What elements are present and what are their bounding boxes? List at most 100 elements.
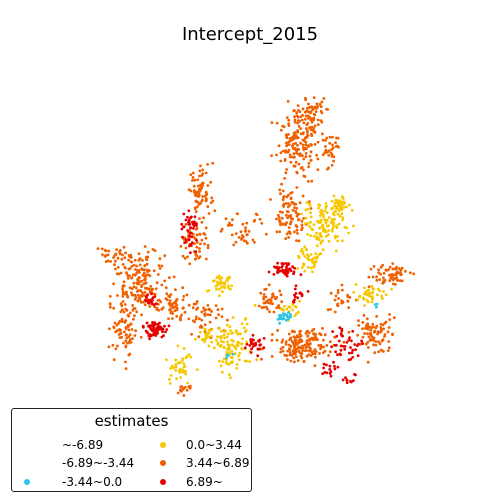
- map-point: [125, 290, 128, 294]
- map-point: [204, 197, 208, 201]
- map-point: [203, 242, 206, 246]
- map-point: [257, 339, 260, 343]
- map-point: [142, 282, 146, 286]
- map-point: [332, 213, 336, 217]
- map-point: [351, 355, 355, 359]
- map-point: [244, 317, 248, 320]
- map-point: [295, 225, 299, 229]
- map-point: [225, 356, 228, 360]
- map-point: [369, 267, 373, 271]
- map-point: [391, 262, 395, 265]
- map-point: [218, 326, 221, 330]
- map-point: [181, 254, 185, 258]
- map-point: [332, 360, 335, 364]
- map-point: [397, 267, 401, 270]
- map-point: [318, 102, 322, 106]
- map-point: [228, 221, 231, 225]
- map-point: [347, 306, 350, 309]
- map-point: [198, 174, 201, 178]
- map-point: [353, 343, 357, 346]
- map-point: [256, 354, 260, 358]
- map-point: [194, 337, 197, 341]
- map-point: [289, 139, 293, 143]
- map-point: [280, 340, 284, 344]
- map-point: [293, 230, 296, 234]
- map-point: [187, 353, 191, 356]
- map-point: [187, 218, 191, 222]
- map-point: [285, 144, 288, 148]
- map-point: [226, 224, 230, 227]
- map-point: [182, 294, 186, 298]
- map-point: [331, 330, 334, 333]
- map-point: [390, 287, 393, 291]
- map-point: [279, 316, 282, 319]
- map-point: [251, 338, 255, 341]
- map-point: [287, 118, 291, 122]
- map-point: [327, 154, 331, 157]
- map-point: [409, 271, 412, 275]
- map-point: [288, 232, 292, 235]
- map-point: [303, 343, 307, 347]
- map-point: [182, 225, 185, 229]
- map-point: [139, 335, 143, 339]
- map-point: [203, 194, 207, 198]
- map-point: [217, 276, 221, 280]
- map-point: [339, 344, 343, 348]
- map-point: [291, 142, 295, 146]
- map-point: [286, 210, 290, 214]
- map-point: [319, 347, 322, 351]
- map-point: [306, 129, 309, 133]
- map-point: [284, 171, 288, 175]
- map-point: [270, 154, 273, 158]
- map-point: [336, 365, 340, 369]
- map-point: [299, 132, 303, 136]
- map-point: [212, 279, 216, 283]
- map-point: [371, 297, 374, 301]
- map-point: [314, 252, 318, 256]
- map-point: [391, 267, 395, 271]
- map-point: [104, 249, 108, 253]
- map-point: [301, 252, 305, 256]
- map-point: [237, 354, 241, 358]
- map-point: [286, 349, 290, 353]
- map-point: [312, 265, 316, 268]
- map-point: [144, 278, 147, 281]
- map-point: [399, 273, 403, 277]
- map-point: [203, 327, 207, 331]
- map-point: [375, 315, 378, 318]
- map-point: [145, 258, 148, 261]
- map-point: [230, 349, 234, 353]
- map-point: [146, 255, 150, 259]
- map-point: [162, 334, 165, 337]
- map-point: [306, 265, 310, 269]
- map-point: [380, 327, 383, 331]
- map-point: [222, 357, 226, 361]
- map-point: [322, 97, 326, 100]
- map-point: [320, 208, 324, 212]
- map-point: [330, 229, 334, 233]
- map-point: [205, 289, 209, 293]
- map-point: [192, 184, 196, 188]
- map-point: [300, 356, 304, 360]
- map-point: [325, 234, 328, 238]
- map-point: [229, 376, 232, 380]
- map-point: [186, 381, 190, 385]
- map-point: [306, 290, 310, 293]
- map-point: [274, 297, 277, 301]
- map-point: [379, 322, 383, 326]
- map-point: [133, 258, 137, 262]
- map-point: [375, 278, 379, 282]
- map-point: [337, 339, 341, 343]
- map-point: [342, 200, 345, 204]
- map-point: [388, 273, 392, 277]
- map-point: [107, 345, 111, 349]
- map-point: [309, 215, 313, 219]
- map-point: [258, 217, 262, 221]
- map-point: [377, 268, 380, 272]
- map-point: [391, 282, 395, 286]
- map-point: [324, 202, 328, 205]
- map-point: [168, 295, 172, 299]
- map-point: [363, 304, 366, 307]
- map-point: [120, 257, 124, 261]
- map-point: [128, 286, 132, 290]
